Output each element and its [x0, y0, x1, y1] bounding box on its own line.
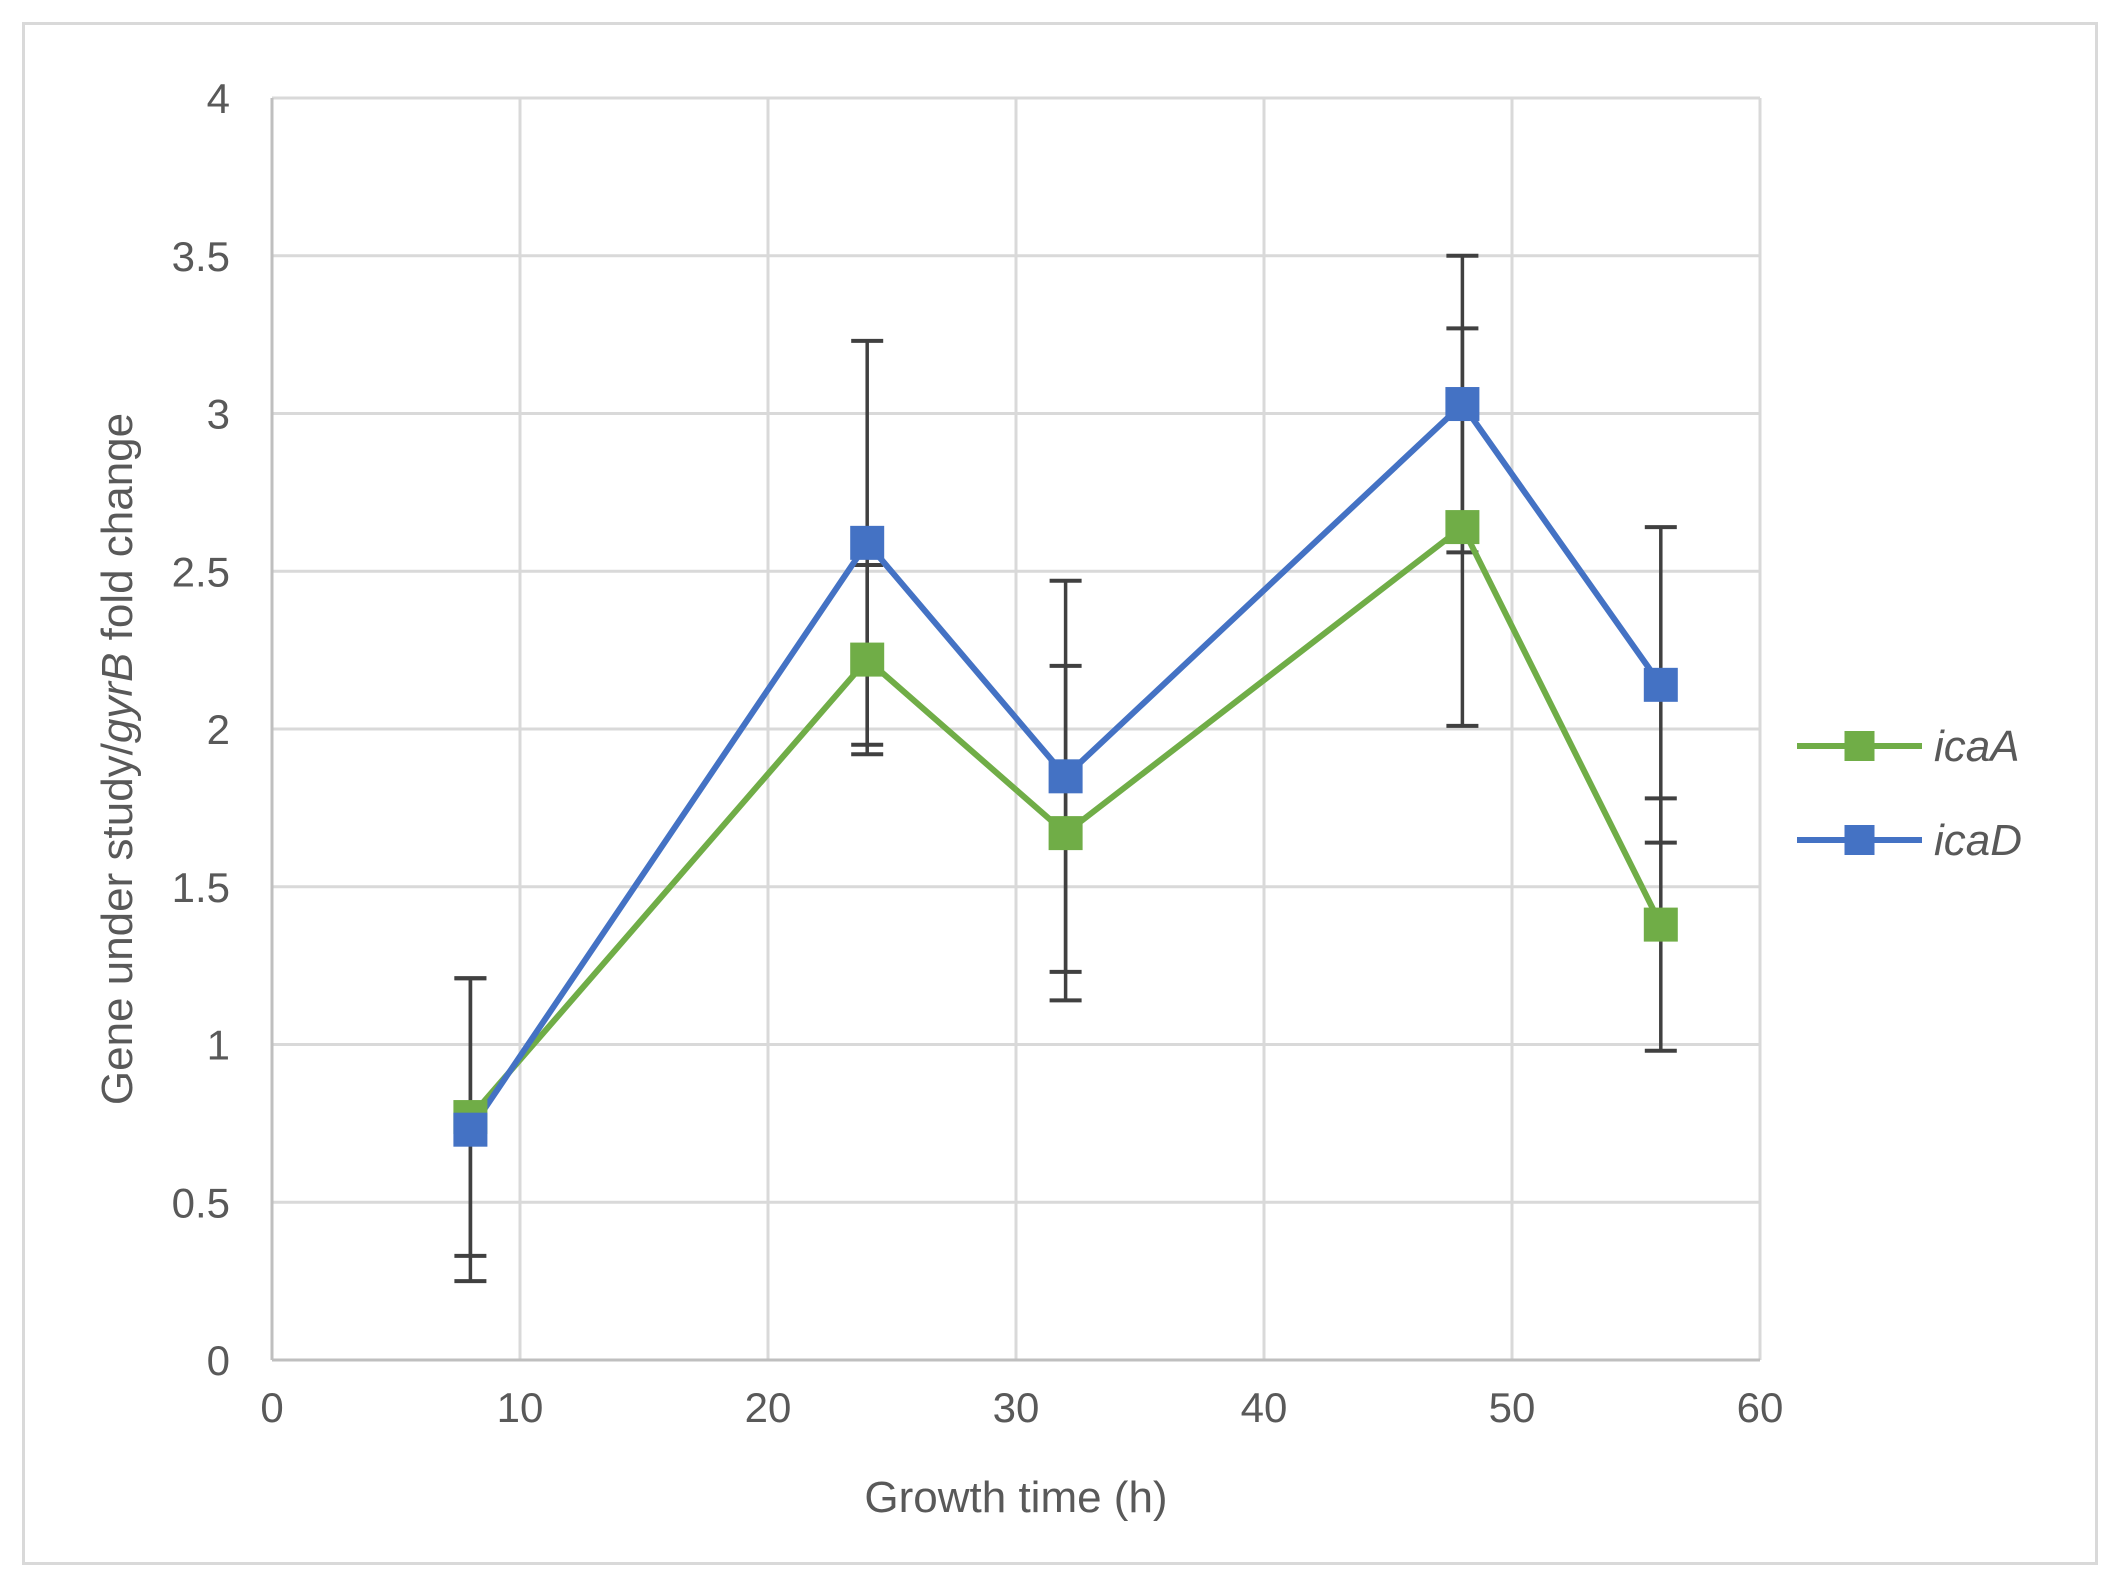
y-tick-label: 2.5 — [172, 548, 230, 595]
y-axis-title-gene: gyrB — [93, 653, 142, 743]
y-tick-label: 3 — [207, 391, 230, 438]
point-icaA — [850, 642, 885, 677]
y-axis-title-post: fold change — [93, 413, 142, 653]
x-tick-label: 0 — [260, 1384, 283, 1431]
point-icaD — [1643, 667, 1678, 702]
x-tick-label: 30 — [993, 1384, 1040, 1431]
point-icaD — [453, 1112, 488, 1147]
x-tick-label: 20 — [745, 1384, 792, 1431]
legend-marker — [1844, 731, 1875, 761]
y-tick-label: 0.5 — [172, 1179, 230, 1226]
axes — [270, 98, 1760, 1362]
point-icaA — [1445, 510, 1480, 545]
y-axis-title: Gene under study/gyrB fold change — [93, 413, 142, 1105]
x-tick-label: 40 — [1241, 1384, 1288, 1431]
legend-label: icaA — [1934, 722, 2020, 771]
y-tick-label: 0 — [207, 1337, 230, 1384]
point-icaA — [1643, 907, 1678, 942]
x-tick-label: 50 — [1489, 1384, 1536, 1431]
grid — [270, 96, 1762, 1362]
y-axis-title-pre: Gene under study/ — [93, 742, 142, 1105]
series-markers — [453, 387, 1678, 1147]
y-tick-label: 1 — [207, 1022, 230, 1069]
y-tick-label: 2 — [207, 706, 230, 753]
y-tick-label: 4 — [207, 75, 230, 122]
legend: icaA icaD — [1797, 722, 2022, 865]
x-axis-title: Growth time (h) — [864, 1473, 1167, 1522]
legend-item-icaD: icaD — [1797, 816, 2022, 865]
legend-label: icaD — [1934, 816, 2022, 865]
point-icaD — [1445, 387, 1480, 422]
point-icaD — [850, 525, 885, 560]
x-tick-label: 10 — [497, 1384, 544, 1431]
legend-marker — [1844, 825, 1875, 855]
point-icaA — [1048, 816, 1083, 851]
tick-labels: 0 10 20 30 40 50 60 0 0.5 1 1.5 2 2.5 3 3.5 4 — [172, 75, 1784, 1431]
legend-item-icaA: icaA — [1797, 722, 2020, 771]
y-tick-label: 1.5 — [172, 864, 230, 911]
x-tick-label: 60 — [1737, 1384, 1784, 1431]
point-icaD — [1048, 759, 1083, 794]
y-tick-label: 3.5 — [172, 233, 230, 280]
chart-frame — [22, 22, 2098, 1565]
